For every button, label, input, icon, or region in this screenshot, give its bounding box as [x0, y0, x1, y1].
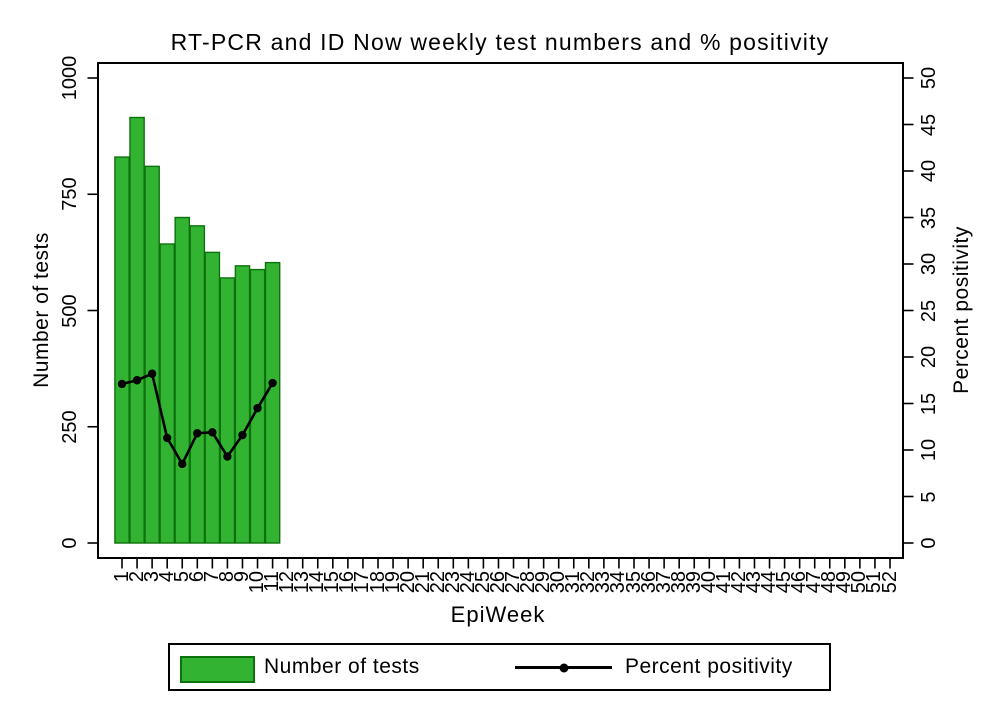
- legend-line-dot-icon: [559, 663, 568, 672]
- y2-axis-tick-label: 30: [918, 252, 940, 276]
- legend-label-tests: Number of tests: [264, 655, 420, 678]
- y-axis-tick-label: 250: [59, 410, 81, 444]
- y2-axis-tick-label: 20: [918, 345, 940, 369]
- y2-axis-tick-label: 10: [918, 438, 940, 462]
- x-axis-tick-label: 52: [878, 571, 901, 594]
- y-axis-tick-label: 1000: [59, 55, 81, 101]
- data-point-dot: [117, 379, 127, 389]
- data-point-dot: [208, 428, 217, 437]
- data-point-dot: [238, 430, 247, 440]
- y2-axis-tick-label: 35: [918, 206, 940, 229]
- data-point-dot: [268, 378, 277, 388]
- data-point-dot: [193, 429, 202, 438]
- bar-week-7: [204, 251, 221, 544]
- y-axis-tick-label: 0: [59, 537, 81, 549]
- data-point-dot: [223, 452, 232, 461]
- bar-week-11: [264, 261, 281, 544]
- data-point-dot: [147, 369, 157, 378]
- x-axis-title: EpiWeek: [450, 602, 546, 627]
- data-point-dot: [178, 459, 187, 469]
- chart-title: RT-PCR and ID Now weekly test numbers an…: [170, 29, 830, 55]
- bar-week-5: [174, 216, 191, 544]
- y-axis-tick-label: 500: [59, 293, 81, 328]
- data-point-dot: [132, 376, 142, 385]
- y2-axis-title: Percent positivity: [950, 226, 973, 394]
- legend-line-sample: [515, 663, 612, 672]
- legend: Number of tests Percent positivity: [168, 643, 831, 691]
- y2-axis-tick-label: 15: [918, 392, 940, 415]
- bar-week-1: [114, 156, 130, 544]
- legend-bar-swatch: [180, 656, 255, 683]
- legend-label-positivity: Percent positivity: [625, 655, 793, 678]
- y2-axis-tick-label: 5: [918, 490, 940, 503]
- bar-week-4: [159, 243, 175, 544]
- y2-axis-tick-label: 40: [918, 159, 940, 183]
- y2-axis-tick-label: 0: [918, 537, 940, 549]
- y2-axis-tick-label: 45: [918, 113, 940, 136]
- bar-week-3: [144, 165, 160, 544]
- bar-week-9: [234, 265, 251, 544]
- bar-week-8: [219, 277, 236, 544]
- y2-axis-tick-label: 50: [918, 66, 940, 90]
- data-point-dot: [162, 433, 172, 443]
- y-axis-tick-label: 750: [59, 177, 81, 211]
- bar-week-6: [189, 225, 206, 544]
- y2-axis-tick-label: 25: [918, 299, 940, 322]
- data-point-dot: [253, 403, 262, 413]
- bar-week-2: [129, 116, 145, 544]
- y-axis-title: Number of tests: [30, 232, 53, 388]
